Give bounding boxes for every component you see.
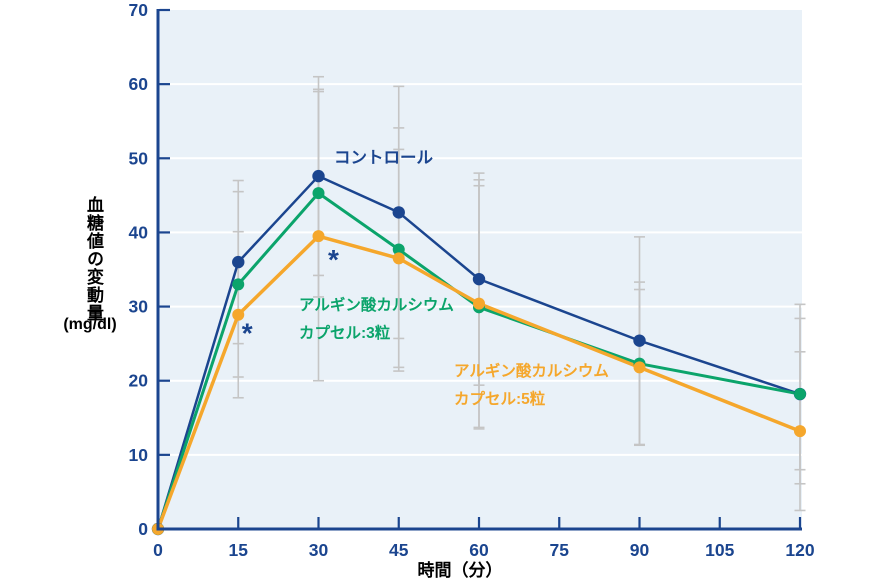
x-tick-label: 90 — [630, 540, 650, 560]
x-tick-label: 75 — [550, 540, 570, 560]
series-label-line: カプセル:5粒 — [454, 391, 546, 408]
data-point — [794, 388, 806, 401]
series-label-line: コントロール — [334, 149, 433, 167]
x-axis-title: 時間（分） — [417, 561, 503, 580]
axis-ticks — [156, 8, 802, 531]
data-point — [473, 297, 485, 310]
series-label-line: アルギン酸カルシウム — [299, 297, 454, 314]
x-tick-label: 120 — [785, 540, 814, 560]
x-tick-label: 0 — [153, 540, 163, 560]
series-label-capsule-3: アルギン酸カルシウム カプセル:3粒 — [299, 292, 454, 348]
y-tick-label: 40 — [129, 222, 149, 242]
x-tick-label: 105 — [705, 540, 734, 560]
series-label-capsule-5: アルギン酸カルシウム カプセル:5粒 — [454, 358, 609, 414]
data-point — [392, 206, 405, 219]
x-tick-label: 30 — [309, 540, 329, 560]
y-tick-label: 50 — [129, 148, 149, 168]
y-tick-label: 0 — [138, 519, 148, 539]
data-point — [312, 187, 325, 200]
plot-panel — [158, 10, 802, 529]
data-point — [633, 361, 646, 374]
series-label-line: カプセル:3粒 — [299, 325, 391, 342]
series-label-control: コントロール — [334, 144, 433, 172]
data-point — [232, 255, 245, 269]
significance-asterisk: * — [328, 244, 339, 275]
x-tick-label: 45 — [389, 540, 409, 560]
data-point — [472, 272, 486, 286]
x-tick-label: 60 — [469, 540, 489, 560]
series-label-line: アルギン酸カルシウム — [454, 363, 609, 380]
data-point — [392, 252, 405, 265]
data-point — [232, 278, 245, 291]
data-point — [312, 169, 325, 183]
y-axis-title: 血糖値の変動量 — [84, 196, 103, 322]
significance-asterisk: * — [242, 317, 253, 348]
data-point — [794, 425, 806, 438]
x-tick-label: 15 — [229, 540, 249, 560]
y-tick-label: 30 — [129, 297, 149, 317]
data-point — [392, 243, 405, 256]
tick-labels: 0 10 20 30 40 50 60 70 0 15 30 45 60 75 90 105 120 — [129, 0, 815, 560]
data-point — [312, 230, 325, 243]
y-tick-label: 10 — [129, 445, 149, 465]
data-point — [232, 308, 245, 321]
y-tick-label: 60 — [129, 74, 149, 94]
y-axis-unit: (mg/dl) — [63, 316, 117, 333]
y-tick-label: 70 — [129, 0, 149, 20]
data-point — [633, 334, 646, 347]
y-tick-label: 20 — [129, 371, 149, 391]
